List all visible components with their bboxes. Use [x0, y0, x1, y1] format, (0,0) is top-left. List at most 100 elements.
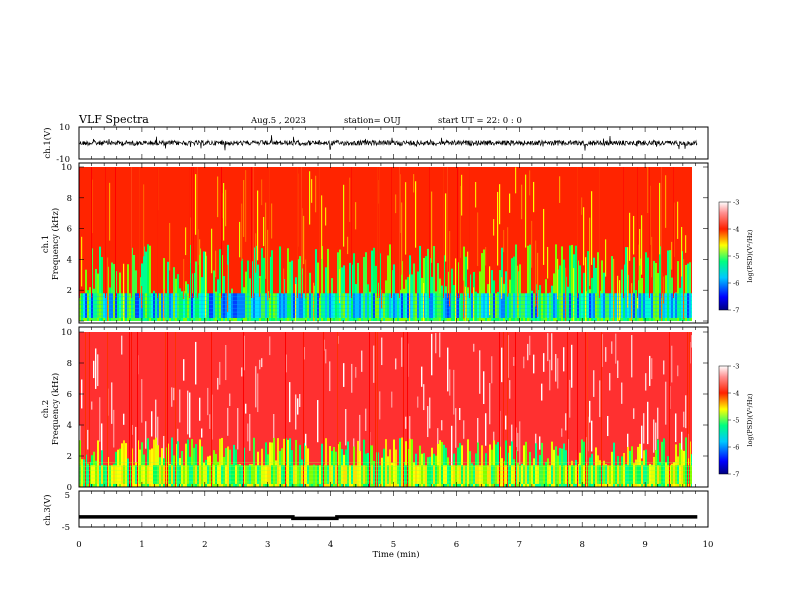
spectrogram-column	[685, 235, 687, 253]
spectrogram-column	[325, 293, 327, 318]
spectrogram-column	[523, 356, 525, 369]
spectrogram-band	[79, 477, 692, 479]
spectrogram-band	[79, 315, 692, 317]
spectrogram-column	[561, 246, 563, 321]
spectrogram-column	[629, 212, 631, 261]
spectrogram-column	[583, 465, 585, 484]
spectrogram-column	[345, 293, 347, 318]
spectrogram-column	[135, 293, 137, 318]
spectrogram-column	[505, 465, 507, 484]
spectrogram-column	[599, 465, 601, 484]
spectrogram-column	[347, 236, 349, 255]
spectrogram-column	[221, 293, 223, 318]
spectrogram-column	[567, 332, 568, 487]
spectrogram-column	[189, 167, 190, 298]
spectrogram-column	[641, 293, 643, 318]
spectrogram-column	[463, 420, 465, 439]
freq-tick-label: 0	[67, 483, 72, 493]
spectrogram-column	[465, 465, 467, 484]
spectrogram-column	[247, 260, 249, 321]
spectrogram-column	[513, 256, 515, 321]
spectrogram-column	[131, 167, 132, 298]
spectrogram-column	[295, 465, 297, 484]
spectrogram-column	[385, 465, 387, 484]
spectrogram-column	[157, 465, 159, 484]
spectrogram-column	[691, 465, 692, 484]
colorbar-tick-label: -5	[733, 253, 739, 261]
spectrogram-column	[237, 408, 239, 450]
spectrogram-column	[497, 191, 499, 266]
spectrogram-column	[673, 465, 675, 484]
spectrogram-column	[585, 257, 587, 321]
spectrogram-column	[461, 465, 463, 484]
colorbar-tick-label: -3	[733, 363, 739, 371]
spectrogram-column	[427, 406, 429, 438]
spectrogram-column	[267, 465, 269, 484]
spectrogram-column	[351, 293, 353, 318]
spectrogram-column	[283, 465, 285, 484]
spectrogram-column	[495, 293, 497, 318]
spectrogram-column	[515, 332, 516, 487]
spectrogram-column	[687, 263, 689, 321]
spectrogram-column	[419, 465, 421, 484]
spectrogram-column	[107, 332, 108, 487]
spectrogram-column	[111, 382, 113, 424]
spectrogram-column	[549, 359, 551, 391]
spectrogram-column	[477, 465, 479, 484]
spectrogram-column	[141, 379, 143, 423]
spectrogram-column	[237, 465, 239, 484]
spectrogram-column	[381, 465, 383, 484]
spectrogram-column	[395, 194, 397, 214]
spectrogram-column	[605, 239, 607, 277]
spectrogram-column	[615, 293, 617, 318]
spectrogram-column	[583, 293, 585, 318]
spectrogram-column	[169, 222, 171, 271]
spectrogram-column	[255, 465, 257, 484]
spectrogram-column	[265, 465, 267, 484]
spectrogram-column	[493, 465, 495, 484]
spectrogram-column	[179, 293, 181, 318]
spectrogram-column	[353, 465, 355, 484]
spectrogram-column	[331, 465, 333, 484]
time-xtick-label: 6	[454, 540, 459, 550]
spectrogram-column	[229, 465, 231, 484]
spectrogram-column	[581, 197, 583, 215]
spectrogram-column	[569, 293, 571, 318]
spectrogram-column	[123, 413, 125, 425]
spectrogram-column	[279, 246, 281, 321]
spectrogram-column	[121, 443, 123, 487]
spectrogram-column	[519, 421, 521, 465]
spectrogram-column	[547, 333, 549, 362]
spectrogram-column	[233, 293, 235, 318]
spectrogram-column	[225, 465, 227, 484]
spectrogram-column	[583, 207, 585, 266]
time-xtick-label: 0	[76, 540, 81, 550]
spectrogram-column	[593, 293, 595, 318]
spectrogram-column	[171, 465, 173, 484]
spectrogram-column	[671, 345, 673, 383]
spectrogram-column	[395, 358, 397, 370]
spectrogram-column	[555, 354, 557, 382]
spectrogram-column	[647, 401, 649, 445]
spectrogram-column	[155, 293, 157, 318]
spectrogram-column	[251, 167, 252, 298]
spectrogram-column	[271, 465, 273, 484]
ch3-waveform-ticks	[78, 491, 709, 527]
spectrogram-column	[453, 369, 455, 415]
spectrogram-column	[189, 392, 191, 438]
spectrogram-column	[121, 293, 123, 318]
spectrogram-column	[563, 465, 565, 484]
spectrogram-column	[255, 245, 257, 321]
spectrogram-column	[485, 247, 487, 266]
spectrogram-column	[363, 293, 365, 318]
spectrogram-column	[361, 465, 363, 484]
spectrogram-column	[217, 465, 219, 484]
spectrogram-column	[601, 260, 603, 321]
spectrogram-column	[685, 465, 687, 484]
spectrogram-column	[371, 250, 373, 321]
spectrogram-column	[135, 465, 137, 484]
spectrogram-column	[677, 293, 679, 318]
spectrogram-column	[637, 465, 639, 484]
spectrogram-column	[345, 465, 347, 484]
freq-tick-label: 0	[67, 317, 72, 327]
